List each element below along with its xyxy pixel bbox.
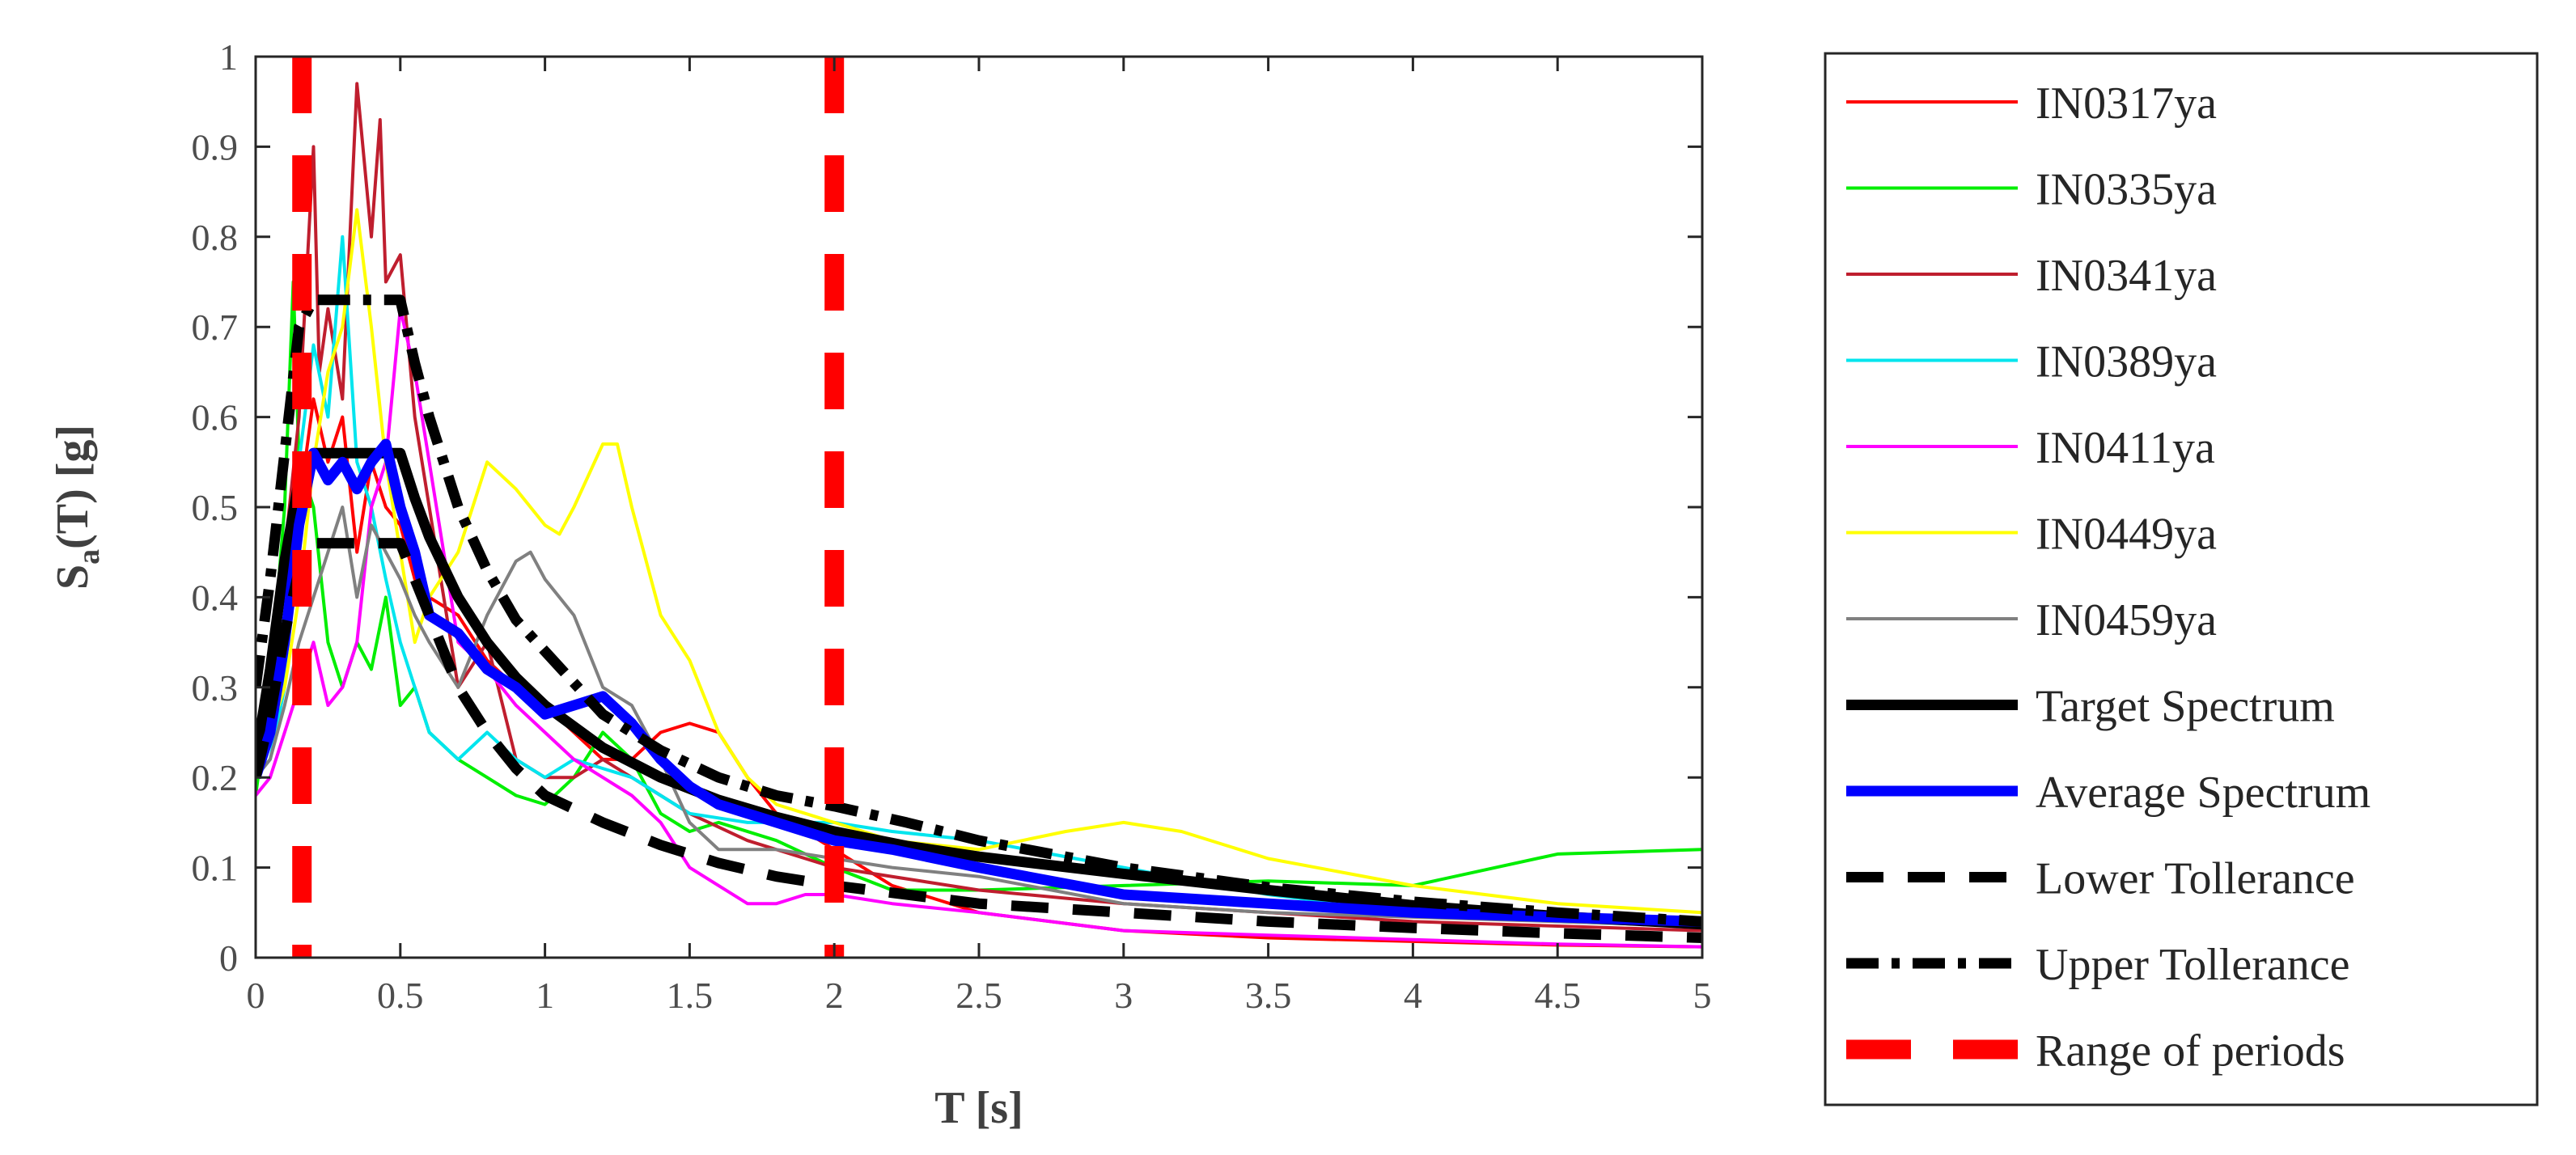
y-tick-label: 0.4 xyxy=(192,577,239,618)
x-tick-label: 3.5 xyxy=(1245,975,1292,1016)
series-line-target-spectrum xyxy=(256,447,1702,930)
x-tick-label: 4.5 xyxy=(1534,975,1581,1016)
x-tick-label: 1.5 xyxy=(667,975,714,1016)
y-tick-label: 0.8 xyxy=(192,217,239,258)
legend-item-in0459ya: IN0459ya xyxy=(1846,595,2217,645)
series-line-in0389ya xyxy=(256,235,1702,928)
x-axis-ticks: 0 0.5 1 1.5 2 2.5 3 3.5 4 4.5 5 xyxy=(247,57,1712,1016)
legend-item-in0449ya: IN0449ya xyxy=(1846,510,2217,560)
legend-label: IN0459ya xyxy=(2036,595,2217,645)
series-line-in0449ya xyxy=(256,208,1702,915)
series-layer xyxy=(256,82,1702,949)
range-of-periods-layer xyxy=(292,57,845,958)
x-tick-label: 4 xyxy=(1404,975,1422,1016)
legend-label: IN0335ya xyxy=(2036,165,2217,215)
legend-item-in0411ya: IN0411ya xyxy=(1846,423,2215,473)
legend-label: Range of periods xyxy=(2036,1026,2345,1077)
x-tick-label: 1 xyxy=(536,975,554,1016)
y-axis-title: Sa(T) [g] xyxy=(48,425,106,590)
y-tick-label: 0.3 xyxy=(192,667,239,709)
legend-label: Target Spectrum xyxy=(2036,682,2335,732)
series-line-in0341ya xyxy=(256,82,1702,933)
series-line-in0335ya xyxy=(256,280,1702,892)
x-tick-label: 3 xyxy=(1114,975,1133,1016)
legend-label: IN0449ya xyxy=(2036,510,2217,560)
legend-label: IN0411ya xyxy=(2036,423,2215,473)
legend-item-lower-tollerance: Lower Tollerance xyxy=(1846,854,2355,904)
series-line-in0411ya xyxy=(256,307,1702,949)
x-axis-title: T [s] xyxy=(934,1083,1023,1133)
y-tick-label: 1 xyxy=(219,36,238,78)
legend-item-in0335ya: IN0335ya xyxy=(1846,165,2217,215)
series-line-average-spectrum xyxy=(256,438,1702,927)
y-tick-label: 0.1 xyxy=(192,848,239,889)
legend-label: Average Spectrum xyxy=(2036,768,2371,818)
svg-text:Sa(T) [g]: Sa(T) [g] xyxy=(48,425,106,590)
y-tick-label: 0.2 xyxy=(192,757,239,798)
series-line-in0459ya xyxy=(256,506,1702,928)
legend-box xyxy=(1824,52,2539,1106)
x-tick-label: 2.5 xyxy=(955,975,1002,1016)
x-tick-label: 0.5 xyxy=(377,975,424,1016)
legend-item-in0389ya: IN0389ya xyxy=(1846,337,2217,387)
legend-label: IN0341ya xyxy=(2036,251,2217,301)
legend-label: Upper Tollerance xyxy=(2036,940,2349,990)
legend-item-average-spectrum: Average Spectrum xyxy=(1846,768,2371,818)
legend-item-target-spectrum: Target Spectrum xyxy=(1846,682,2335,732)
legend-item-range-of-periods: Range of periods xyxy=(1846,1026,2345,1077)
y-axis-ticks: 0 0.1 0.2 0.3 0.4 0.5 0.6 0.7 0.8 0.9 1 xyxy=(192,36,1702,979)
y-tick-label: 0 xyxy=(219,937,238,979)
legend-label: IN0389ya xyxy=(2036,337,2217,387)
y-tick-label: 0.5 xyxy=(192,487,239,528)
legend-item-upper-tollerance: Upper Tollerance xyxy=(1846,940,2349,990)
legend-label: Lower Tollerance xyxy=(2036,854,2355,904)
legend-item-in0341ya: IN0341ya xyxy=(1846,251,2217,301)
series-line-upper-tollerance xyxy=(256,294,1702,927)
x-tick-label: 5 xyxy=(1693,975,1712,1016)
x-tick-label: 2 xyxy=(825,975,844,1016)
y-tick-label: 0.9 xyxy=(192,126,239,167)
y-tick-label: 0.7 xyxy=(192,307,239,348)
y-tick-label: 0.6 xyxy=(192,397,239,438)
legend-label: IN0317ya xyxy=(2036,78,2217,129)
legend-item-in0317ya: IN0317ya xyxy=(1846,78,2217,129)
x-tick-label: 0 xyxy=(247,975,265,1016)
series-line-lower-tollerance xyxy=(256,538,1702,943)
legend: IN0317ya IN0335ya IN0341ya IN0389ya IN0411ya… xyxy=(1846,78,2371,1077)
